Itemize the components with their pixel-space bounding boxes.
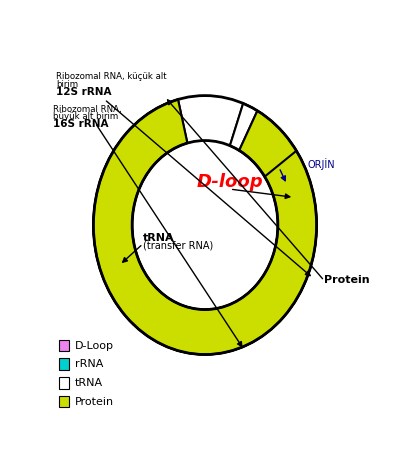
Polygon shape <box>106 149 146 185</box>
Text: Protein: Protein <box>75 396 114 407</box>
Text: D-Loop: D-Loop <box>75 340 114 351</box>
Polygon shape <box>133 290 186 350</box>
Polygon shape <box>265 151 316 236</box>
Polygon shape <box>122 282 158 324</box>
Polygon shape <box>96 243 151 311</box>
Text: 16S rRNA: 16S rRNA <box>53 119 109 128</box>
Polygon shape <box>163 99 187 147</box>
Bar <box>59 340 69 351</box>
Polygon shape <box>94 231 134 252</box>
Polygon shape <box>115 105 178 176</box>
Text: tRNA: tRNA <box>75 378 103 388</box>
Text: Protein: Protein <box>324 275 370 284</box>
Polygon shape <box>94 164 141 234</box>
Text: büyük alt birim: büyük alt birim <box>53 112 118 120</box>
Polygon shape <box>176 282 288 354</box>
Polygon shape <box>94 99 316 354</box>
Text: Ribozomal RNA,: Ribozomal RNA, <box>53 105 122 114</box>
Text: (transfer RNA): (transfer RNA) <box>143 241 213 251</box>
Polygon shape <box>239 111 296 177</box>
Polygon shape <box>277 233 316 248</box>
Bar <box>59 359 69 370</box>
Polygon shape <box>263 240 315 303</box>
Polygon shape <box>259 276 294 311</box>
Bar <box>59 377 69 389</box>
Text: D-loop: D-loop <box>196 173 263 191</box>
Text: ORJİN: ORJİN <box>308 159 335 170</box>
Text: tRNA: tRNA <box>143 233 175 243</box>
Bar <box>59 396 69 407</box>
Polygon shape <box>230 103 257 150</box>
Text: birim: birim <box>56 79 78 89</box>
Text: 12S rRNA: 12S rRNA <box>56 86 112 97</box>
Text: Ribozomal RNA, küçük alt: Ribozomal RNA, küçük alt <box>56 72 167 81</box>
Text: rRNA: rRNA <box>75 359 103 369</box>
